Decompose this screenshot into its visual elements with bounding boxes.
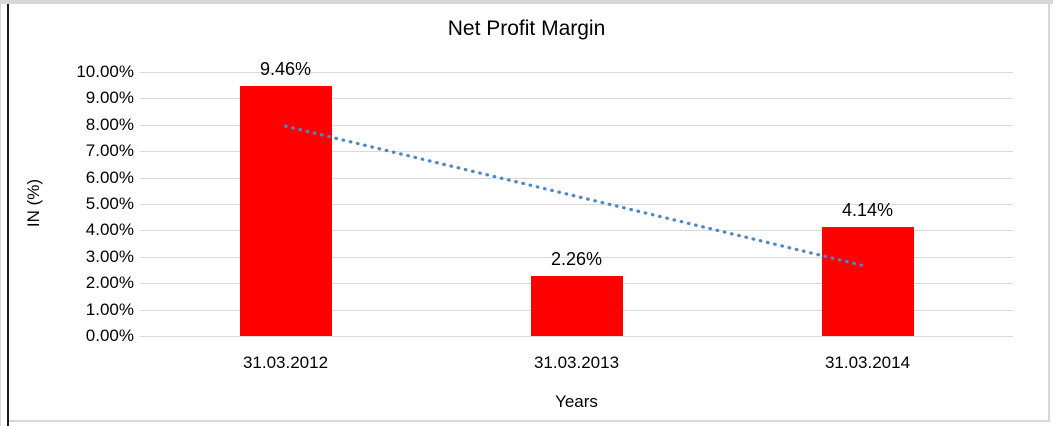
x-tick-label: 31.03.2013 xyxy=(533,353,620,372)
y-tick-label: 1.00% xyxy=(85,299,134,319)
frame-left-outer-border xyxy=(0,0,1,426)
y-tick-label: 6.00% xyxy=(85,167,134,187)
y-tick-label: 0.00% xyxy=(85,326,134,345)
y-tick-label: 5.00% xyxy=(85,194,134,213)
frame-right-border xyxy=(1048,4,1050,422)
frame-bottom-border xyxy=(9,420,1048,422)
y-tick-label: 2.00% xyxy=(85,273,134,293)
y-tick-label: 3.00% xyxy=(85,246,134,266)
x-axis-title: Years xyxy=(555,392,598,411)
y-tick-label: 8.00% xyxy=(85,114,134,134)
y-tick-label: 7.00% xyxy=(85,141,134,161)
bar-value-label: 4.14% xyxy=(841,199,894,220)
bar-value-label: 2.26% xyxy=(550,249,603,270)
frame-top-border xyxy=(0,0,1053,4)
bar xyxy=(239,86,332,336)
gridline xyxy=(140,98,1013,100)
frame-left-inner-border xyxy=(7,4,9,426)
bar xyxy=(530,276,623,336)
y-tick-label: 10.00% xyxy=(76,62,134,81)
y-tick-label: 9.00% xyxy=(85,88,134,108)
x-tick-label: 31.03.2014 xyxy=(824,353,911,372)
gridline xyxy=(140,72,1013,73)
x-tick-label: 31.03.2012 xyxy=(242,353,329,372)
trendline xyxy=(283,124,870,269)
chart-title: Net Profit Margin xyxy=(447,17,606,40)
bar-value-label: 9.46% xyxy=(259,59,312,80)
y-tick-label: 4.00% xyxy=(85,220,134,240)
gridline xyxy=(140,336,1013,337)
bar xyxy=(821,226,914,336)
